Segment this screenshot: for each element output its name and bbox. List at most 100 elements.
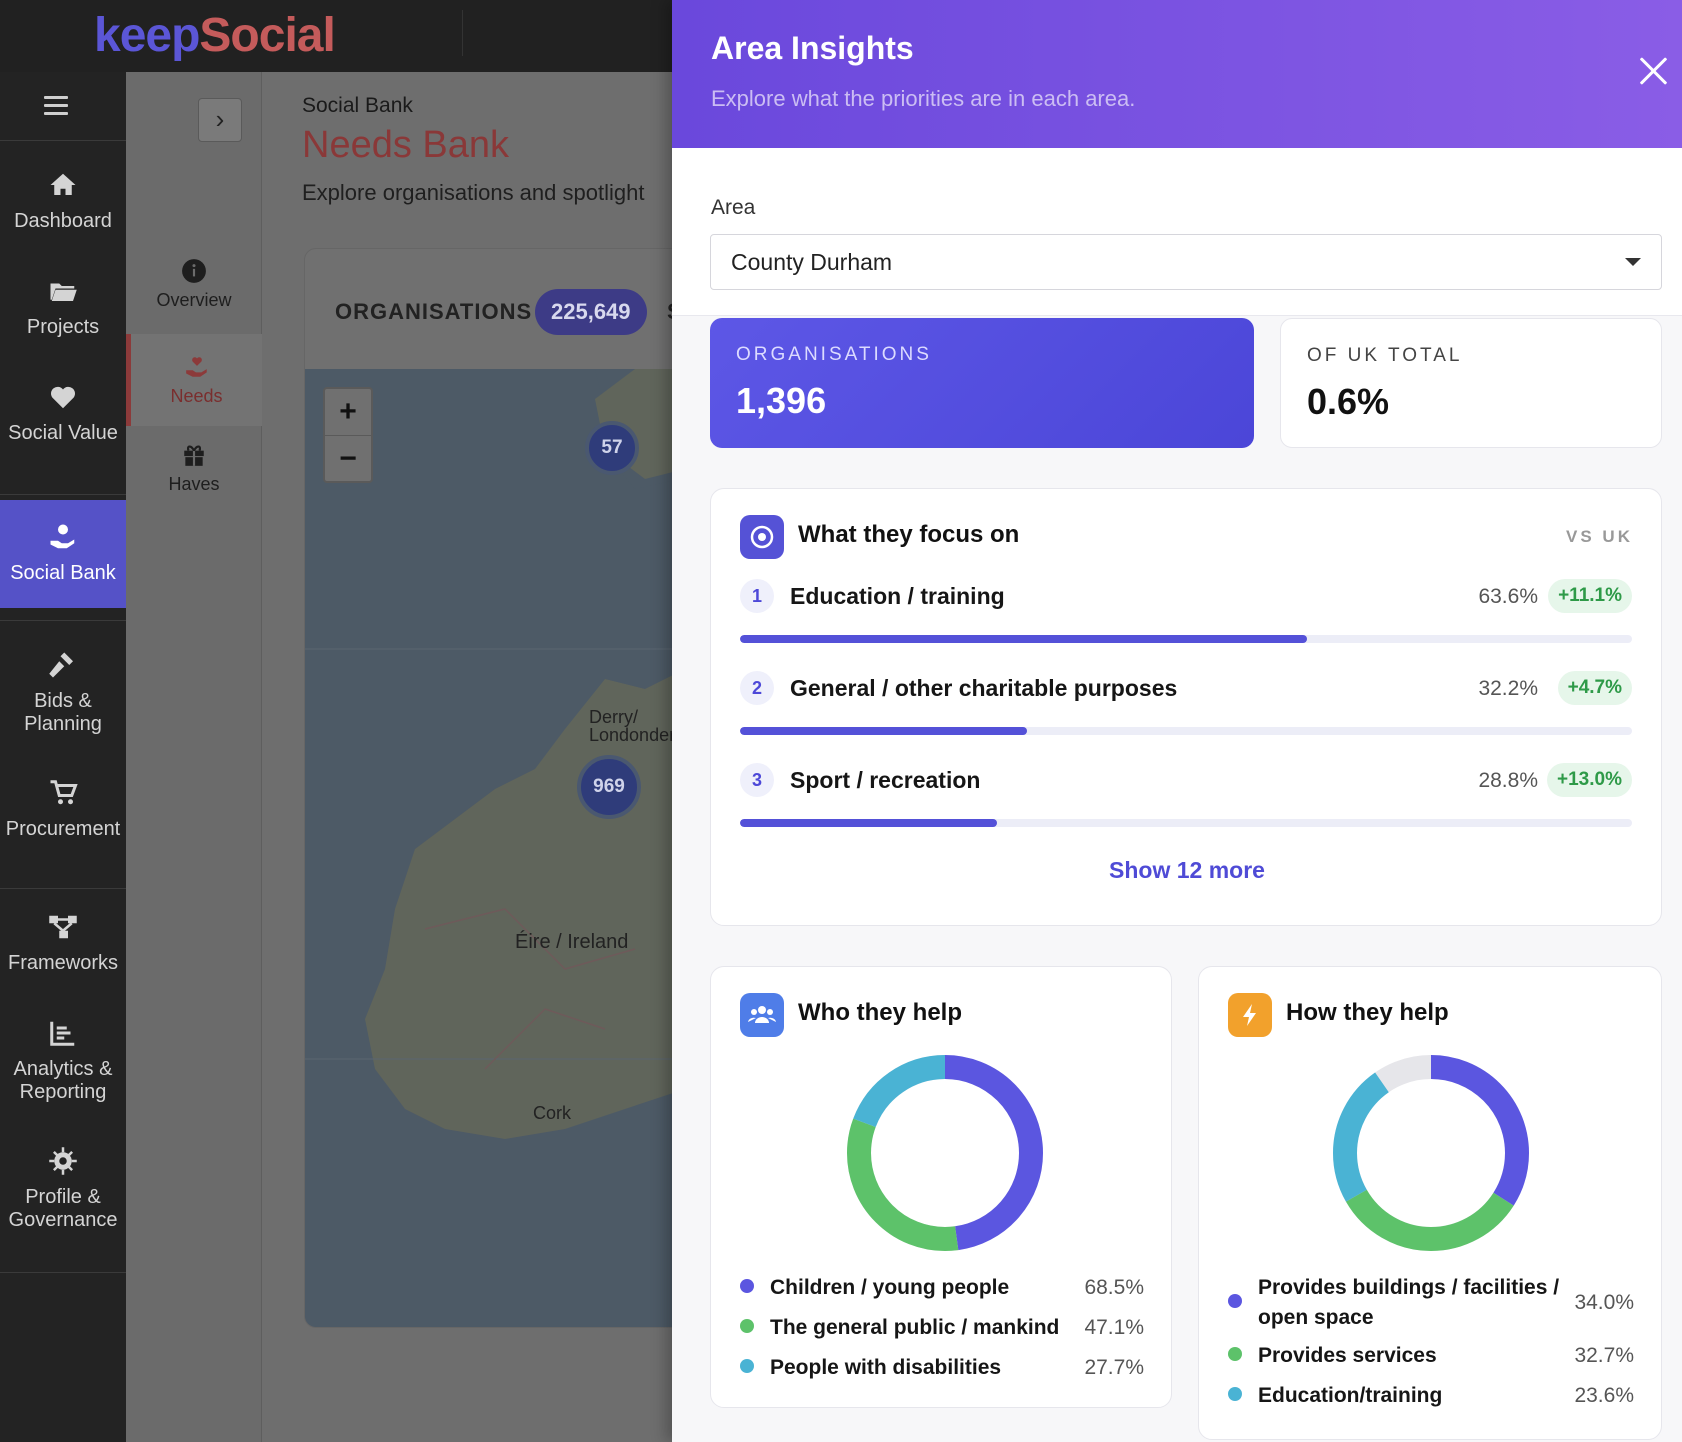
focus-name: General / other charitable purposes [790, 675, 1178, 701]
map[interactable]: + − 57 969 Derry/ Londonderr Éire / Irel… [305, 369, 672, 1327]
home-icon [50, 173, 76, 195]
legend-value: 32.7% [1574, 1344, 1634, 1367]
area-label: Area [711, 196, 756, 219]
subnav-item-overview[interactable]: Overview [126, 258, 262, 328]
area-filter: Area County Durham [672, 148, 1682, 316]
nav-label: Planning [24, 713, 102, 735]
topbar-divider [462, 10, 463, 56]
nav-label: Social Value [8, 422, 118, 444]
nav-divider [0, 620, 126, 621]
breadcrumb[interactable]: Social Bank [302, 94, 413, 117]
nav-item-procurement[interactable]: Procurement [0, 778, 126, 878]
legend-label: People with disabilities [770, 1356, 1002, 1379]
users-icon [740, 993, 784, 1037]
focus-delta-badge: +4.7% [1557, 671, 1632, 705]
menu-icon[interactable] [44, 96, 68, 116]
nav-divider [0, 1272, 126, 1273]
donut-segment-3 [847, 1055, 1043, 1251]
how-donut-chart [1333, 1055, 1529, 1251]
focus-delta-badge: +13.0% [1547, 763, 1632, 797]
legend-value: 34.0% [1574, 1291, 1634, 1314]
legend-label: Provides services [1258, 1344, 1437, 1367]
panel-title: Who they help [798, 999, 962, 1026]
subnav-label: Needs [170, 386, 223, 406]
chevron-right-icon: › [215, 104, 225, 134]
expand-button[interactable]: › [198, 98, 242, 142]
progress-bar [740, 727, 1632, 735]
who-donut-chart [847, 1055, 1043, 1251]
donut-segment-2 [1333, 1055, 1529, 1251]
network-icon [49, 915, 77, 939]
page-title: Needs Bank [302, 124, 510, 166]
focus-row: 1 Education / training 63.6% +11.1% [740, 579, 1632, 649]
nav-item-bids-planning[interactable]: Bids & Planning [0, 650, 126, 760]
stat-value: 0.6% [1307, 381, 1390, 422]
legend-label: The general public / mankind [770, 1316, 1060, 1339]
nav-label: Bids & [34, 690, 92, 712]
organisations-stat-card: ORGANISATIONS 1,396 [710, 318, 1254, 448]
nav-item-social-bank[interactable]: Social Bank [0, 500, 126, 608]
nav-label: Projects [26, 316, 100, 338]
nav-item-social-value[interactable]: Social Value [0, 382, 126, 482]
hand-heart-icon [50, 524, 75, 549]
map-cluster-marker[interactable]: 969 [577, 755, 641, 819]
donut-segment-3 [1333, 1055, 1529, 1251]
nav-label: Procurement [5, 818, 121, 840]
progress-bar [740, 819, 1632, 827]
main-nav: Dashboard Projects Social Value Social B… [0, 72, 126, 1442]
nav-divider [0, 494, 126, 495]
legend-dot [740, 1359, 754, 1373]
lightning-icon [1228, 993, 1272, 1037]
heart-icon [50, 386, 76, 409]
info-icon [182, 259, 206, 283]
subnav-item-needs[interactable]: Needs [126, 334, 262, 426]
nav-item-dashboard[interactable]: Dashboard [0, 170, 126, 270]
focus-row: 3 Sport / recreation 28.8% +13.0% [740, 763, 1632, 833]
nav-item-analytics-reporting[interactable]: Analytics & Reporting [0, 1018, 126, 1128]
focus-name: Sport / recreation [790, 767, 981, 793]
subnav-item-haves[interactable]: Haves [126, 442, 262, 512]
legend-item: People with disabilities 27.7% [740, 1353, 1144, 1383]
chart-icon [50, 1021, 75, 1046]
subnav-label: Haves [168, 474, 220, 494]
map-place-label: Londonderr [589, 725, 672, 745]
nav-item-frameworks[interactable]: Frameworks [0, 912, 126, 1012]
zoom-in-button[interactable]: + [339, 395, 357, 428]
nav-label: Social Bank [10, 562, 116, 584]
target-icon [740, 515, 784, 559]
focus-percent: 63.6% [1478, 585, 1538, 608]
drawer-header: Area Insights Explore what the prioritie… [672, 0, 1682, 148]
stat-label: OF UK TOTAL [1307, 345, 1463, 366]
focus-panel: What they focus on VS UK 1 Education / t… [710, 488, 1662, 926]
sub-nav: › Overview Needs Haves [126, 72, 262, 1442]
page-subtitle: Explore organisations and spotlight [302, 180, 645, 205]
brand-logo[interactable]: keepSocial [94, 9, 336, 62]
organisations-card: ORGANISATIONS 225,649 S + − 57 969 Derry… [304, 248, 672, 1328]
organisations-count-badge: 225,649 [535, 289, 647, 335]
area-selected-value: County Durham [731, 249, 893, 275]
nav-label: Frameworks [7, 952, 118, 974]
nav-label: Reporting [19, 1081, 107, 1103]
show-more-button[interactable]: Show 12 more [1109, 857, 1265, 883]
progress-bar [740, 635, 1632, 643]
map-cluster-marker[interactable]: 57 [585, 421, 639, 475]
map-terrain [305, 369, 672, 1327]
zoom-out-button[interactable]: − [339, 442, 357, 475]
legend-label: Education/training [1258, 1384, 1443, 1407]
nav-label: Governance [8, 1209, 118, 1231]
panel-title: How they help [1286, 999, 1449, 1026]
map-place-label: Derry/ [589, 707, 638, 727]
legend-item: The general public / mankind 47.1% [740, 1313, 1144, 1343]
focus-name: Education / training [790, 583, 1005, 609]
truncated-label: S [667, 299, 672, 325]
donut-segment-2 [847, 1055, 1043, 1251]
nav-item-projects[interactable]: Projects [0, 276, 126, 376]
close-icon[interactable] [1638, 56, 1668, 86]
nav-item-profile-governance[interactable]: Profile & Governance [0, 1146, 126, 1256]
uk-total-stat-card: OF UK TOTAL 0.6% [1280, 318, 1662, 448]
stat-label: ORGANISATIONS [736, 344, 932, 365]
area-select[interactable]: County Durham [710, 234, 1662, 290]
legend-dot [1228, 1294, 1242, 1308]
panel-title: What they focus on [798, 521, 1020, 548]
folder-icon [50, 283, 77, 301]
